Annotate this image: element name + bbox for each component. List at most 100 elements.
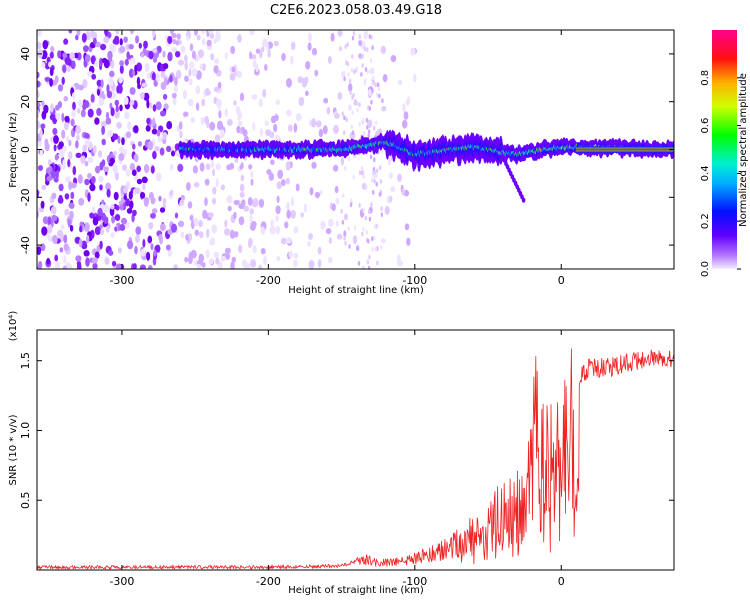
noise-cell [371,45,374,51]
noise-cell [99,240,103,250]
noise-cell [143,40,148,49]
noise-cell [200,116,205,125]
noise-cell [196,263,202,269]
noise-cell [43,104,49,114]
noise-cell [75,152,82,158]
noise-cell [119,204,124,211]
noise-cell [94,60,99,67]
noise-cell [84,100,90,108]
noise-cell [303,203,308,213]
noise-cell [175,40,180,46]
noise-cell [199,162,205,172]
noise-cell [119,60,124,67]
noise-cell [358,170,362,176]
noise-cell [337,92,343,100]
noise-cell [238,244,243,254]
noise-cell [275,215,279,222]
noise-cell [343,76,346,82]
noise-cell [155,172,162,182]
noise-cell [110,232,115,239]
noise-cell [94,117,100,125]
noise-cell [139,264,146,269]
noise-cell [78,197,85,206]
noise-cell [307,42,312,51]
noise-cell [213,251,219,258]
noise-cell [159,147,165,156]
noise-cell [368,129,371,135]
noise-cell [169,164,174,171]
noise-cell [355,66,359,72]
noise-cell [91,206,96,214]
noise-cell [366,125,369,130]
noise-cell [334,186,339,194]
noise-cell [362,174,365,180]
noise-cell [195,85,201,95]
noise-cell [51,214,58,222]
noise-cell [117,247,122,254]
noise-cell [49,78,53,87]
noise-cell [360,169,365,176]
noise-cell [204,197,208,207]
noise-cell [373,125,376,131]
noise-cell [178,121,183,130]
noise-cell [358,40,362,46]
noise-cell [39,128,43,138]
noise-cell [195,54,200,62]
noise-cell [233,100,237,106]
noise-cell [156,129,161,137]
noise-cell [141,176,148,184]
noise-cell [362,130,366,136]
noise-cell [40,200,45,209]
noise-cell [293,123,298,133]
noise-cell [60,224,65,230]
noise-cell [162,50,166,58]
noise-cell [77,84,84,91]
noise-cell [110,107,115,117]
noise-cell [119,146,124,153]
noise-cell [398,79,403,86]
noise-cell [211,224,218,234]
noise-cell [65,135,69,143]
noise-cell [260,226,266,235]
noise-cell [389,196,393,202]
noise-cell [101,125,105,135]
noise-cell [258,198,265,208]
noise-cell [351,54,354,59]
noise-cell [130,30,134,35]
noise-cell [260,248,266,255]
noise-cell [340,208,343,214]
noise-cell [159,223,166,232]
noise-cell [67,263,73,269]
noise-cell [351,110,354,116]
noise-cell [126,51,130,60]
noise-cell [85,31,91,41]
noise-cell [265,129,271,137]
noise-cell [41,61,46,69]
noise-cell [81,240,87,250]
noise-cell [89,212,95,219]
noise-cell [275,205,281,215]
noise-cell [284,221,289,229]
noise-cell [37,102,41,108]
colorbar: 0.0 0.2 0.4 0.6 0.8 Normalized spectral ampl… [700,30,749,277]
noise-cell [376,82,380,88]
noise-cell [155,72,160,83]
signal-strong-core [575,148,674,151]
noise-cell [378,93,381,99]
noise-cell [180,194,185,201]
noise-cell [325,228,332,235]
signal-cell [521,197,526,203]
noise-cell [366,47,369,53]
noise-cell [174,76,178,86]
noise-cell [404,223,410,231]
noise-cell [285,177,290,185]
noise-cell [70,60,76,70]
noise-cell [380,212,383,218]
noise-cell [142,238,146,248]
noise-cell [380,244,383,250]
noise-cell [205,87,210,96]
noise-cell [113,150,117,156]
noise-cell [307,240,312,247]
noise-cell [343,115,346,121]
y-tick-label: 0 [19,146,32,153]
